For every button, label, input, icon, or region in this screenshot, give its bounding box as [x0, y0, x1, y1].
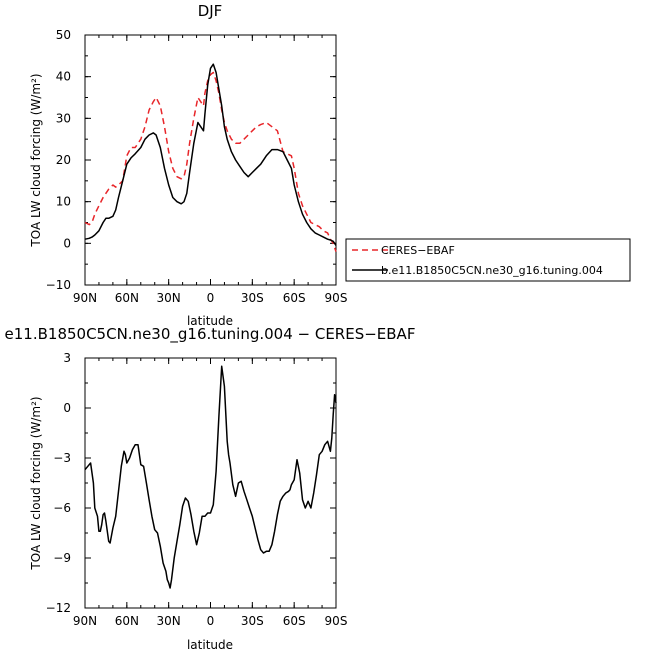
top-x-tick-label: 60S: [283, 291, 306, 305]
bottom-chart-title: e11.B1850C5CN.ne30_g16.tuning.004 − CERE…: [5, 325, 416, 344]
top-chart-title: DJF: [198, 2, 223, 20]
top-x-tick-label: 0: [207, 291, 215, 305]
bottom-x-tick-label: 30S: [241, 614, 264, 628]
legend: CERES−EBAF b.e11.B1850C5CN.ne30_g16.tuni…: [345, 238, 631, 282]
top-y-tick-label: 40: [56, 70, 71, 84]
bottom-y-tick-label: −6: [53, 501, 71, 515]
top-tick-labels: 90N 60N 30N 0 30S 60S 90S −10 0 10 20 30 40 50: [46, 28, 348, 305]
top-axes: [84, 34, 337, 286]
legend-label-model: b.e11.B1850C5CN.ne30_g16.tuning.004: [381, 264, 603, 277]
bottom-x-tick-label: 60N: [115, 614, 139, 628]
legend-box: [345, 238, 631, 282]
bottom-x-tick-label: 30N: [157, 614, 181, 628]
top-x-tick-label: 30S: [241, 291, 264, 305]
top-y-tick-label: 20: [56, 153, 71, 167]
bottom-y-tick-label: −12: [46, 601, 71, 615]
bottom-tick-labels: 90N 60N 30N 0 30S 60S 90S −12 −9 −6 −3 0 3: [46, 351, 348, 628]
bottom-y-axis-label: TOA LW cloud forcing (W/m²): [29, 396, 43, 570]
top-x-tick-label: 90S: [325, 291, 348, 305]
legend-label-ceres: CERES−EBAF: [381, 244, 455, 257]
bottom-y-tick-label: 3: [63, 351, 71, 365]
bottom-axes: [84, 357, 337, 609]
top-y-tick-label: 0: [63, 236, 71, 250]
top-panel: DJF 90N 60N 30N 0 30S 60S 90S −10 0 10 20 30 40 50 la…: [29, 2, 347, 328]
bottom-x-tick-label: 90S: [325, 614, 348, 628]
top-x-tick-label: 90N: [73, 291, 97, 305]
bottom-panel: e11.B1850C5CN.ne30_g16.tuning.004 − CERE…: [5, 325, 416, 652]
top-x-tick-label: 30N: [157, 291, 181, 305]
top-x-axis-label: latitude: [187, 314, 233, 328]
bottom-y-tick-label: −3: [53, 451, 71, 465]
bottom-series-line-0: [84, 365, 337, 589]
top-series-line-0: [84, 71, 337, 252]
top-series-group: [84, 63, 337, 252]
bottom-y-tick-label: −9: [53, 551, 71, 565]
bottom-y-tick-label: 0: [63, 401, 71, 415]
top-y-tick-label: 10: [56, 195, 71, 209]
bottom-x-tick-label: 0: [207, 614, 215, 628]
bottom-x-tick-label: 60S: [283, 614, 306, 628]
bottom-plot-frame: [84, 357, 337, 609]
top-y-axis-label: TOA LW cloud forcing (W/m²): [29, 73, 43, 247]
bottom-x-tick-label: 90N: [73, 614, 97, 628]
bottom-series-group: [84, 365, 337, 589]
top-y-tick-label: 30: [56, 111, 71, 125]
bottom-x-axis-label: latitude: [187, 638, 233, 652]
top-x-tick-label: 60N: [115, 291, 139, 305]
top-y-tick-label: −10: [46, 278, 71, 292]
top-series-line-1: [84, 63, 337, 246]
top-y-tick-label: 50: [56, 28, 71, 42]
